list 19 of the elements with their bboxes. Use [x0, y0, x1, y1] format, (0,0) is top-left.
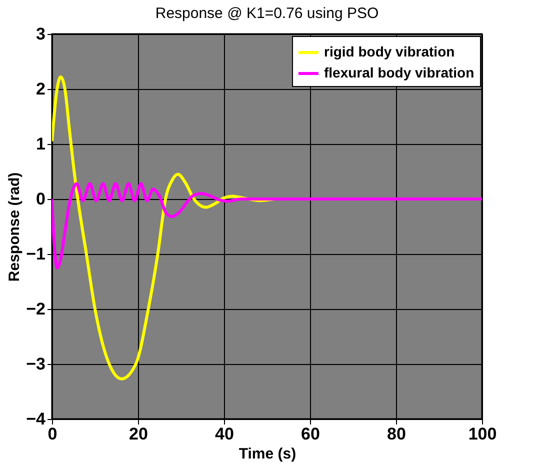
y-tick-label: −1	[26, 244, 46, 264]
legend-label: rigid body vibration	[324, 44, 455, 60]
x-tick-label: 40	[215, 424, 234, 444]
legend-label: flexural body vibration	[324, 64, 474, 80]
x-tick-label: 60	[301, 424, 320, 444]
y-tick-label: −4	[26, 410, 46, 428]
x-tick-label: 80	[387, 424, 406, 444]
y-tick-label: −2	[26, 300, 46, 318]
y-tick-label: 2	[36, 80, 46, 98]
y-tick-label: 1	[36, 134, 46, 154]
y-tick-label: −3	[26, 354, 46, 374]
chart-title: Response @ K1=0.76 using PSO	[155, 5, 379, 22]
y-tick-label: 3	[36, 24, 46, 44]
y-tick-label: 0	[36, 190, 46, 208]
y-axis-title: Response (rad)	[6, 172, 24, 282]
x-tick-label: 0	[48, 424, 58, 444]
x-tick-label: 20	[129, 424, 148, 444]
x-axis-title: Time (s)	[238, 446, 296, 462]
x-tick-label: 100	[468, 424, 497, 444]
